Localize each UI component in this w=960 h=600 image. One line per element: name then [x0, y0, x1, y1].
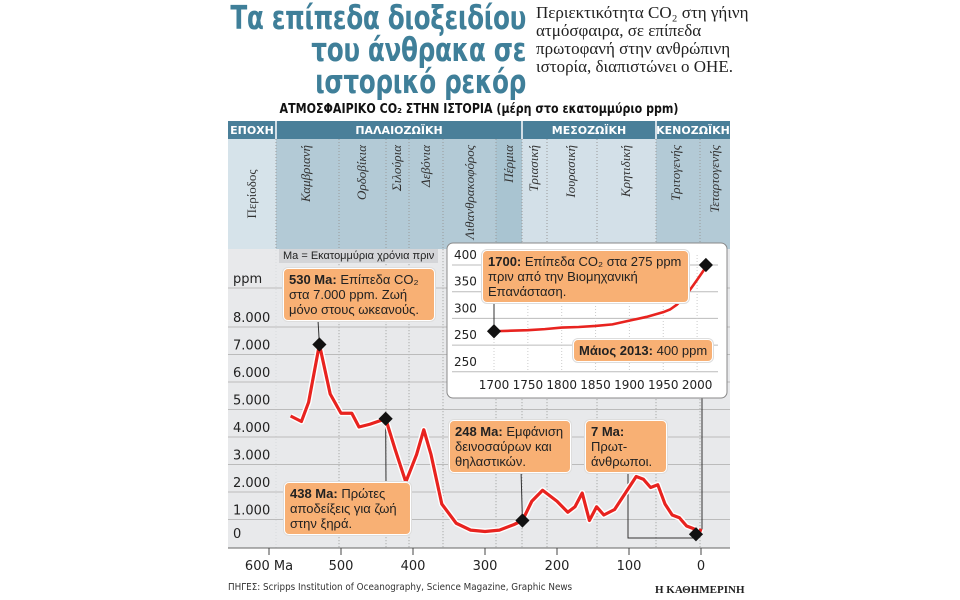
- period-name: Σιλούρια: [389, 144, 404, 192]
- period-name: Κρητιδική: [618, 145, 633, 198]
- leader-line: [520, 469, 523, 521]
- callout-530ma: 530 Ma: Επίπεδα CO₂ στα 7.000 ppm. Ζωή μ…: [283, 268, 435, 321]
- callout-text: Πρωτ-άνθρωποι.: [591, 439, 653, 469]
- annotation-marker: [312, 337, 327, 352]
- x-tick-label: 500: [329, 559, 354, 574]
- period-name: Τριασική: [526, 145, 541, 192]
- y-tick-label: 2.000: [233, 476, 270, 491]
- inset-y-tick-label: 350: [454, 275, 477, 289]
- callout-text: Επίπεδα CO₂ στα 7.000 ppm. Ζωή μόνο στου…: [289, 272, 419, 317]
- callout-bold: 248 Ma:: [455, 424, 503, 439]
- period-column: [443, 139, 496, 249]
- period-name: Καμβριανή: [298, 145, 313, 203]
- era-label: ΜΕΣΟΖΩΪΚΗ: [552, 123, 626, 137]
- inset-x-tick-label: 1850: [580, 378, 611, 392]
- inset-y-tick-label: 300: [454, 301, 477, 315]
- period-header-cell: [228, 139, 276, 249]
- period-column: [386, 139, 409, 249]
- period-column: [409, 139, 443, 249]
- era-header-bar: [228, 121, 730, 139]
- period-name: Τεταρτογενής: [707, 144, 722, 213]
- era-label: ΕΠΟΧΗ: [230, 124, 274, 137]
- period-name: Ορδοβίκια: [354, 144, 369, 200]
- callout-text: Επίπεδα CO₂ στα 275 ppm πριν από την Βιο…: [488, 254, 682, 299]
- callout-bold: 7 Ma:: [591, 424, 625, 439]
- inset-x-tick-label: 1950: [648, 378, 679, 392]
- era-label: ΚΕΝΟΖΩΪΚΗ: [656, 123, 730, 137]
- inset-y-tick-label: 250: [454, 355, 477, 369]
- period-column: [597, 139, 656, 249]
- sources: ΠΗΓΕΣ: Scripps Institution of Oceanograp…: [228, 582, 573, 593]
- inset-x-tick-label: 1800: [546, 378, 577, 392]
- x-tick-label: 0: [697, 559, 705, 574]
- inset-y-tick-label: 250: [454, 328, 477, 342]
- x-tick-label: 600 Ma: [245, 559, 293, 574]
- period-name: Δεβόνια: [418, 144, 433, 188]
- y-tick-label: 0: [233, 527, 241, 542]
- callout-bold: 530 Ma:: [289, 272, 337, 287]
- inset-x-tick-label: 1750: [513, 378, 544, 392]
- annotation-marker: [688, 527, 704, 542]
- period-column: [496, 139, 522, 249]
- callout-text: 400 ppm: [656, 343, 708, 358]
- callout-bold: 1700:: [488, 254, 522, 269]
- callout-text: Εμφάνιση δεινοσαύρων και θηλαστικών.: [455, 424, 564, 469]
- callout-text: Πρώτες αποδείξεις για ζωή στην ξηρά.: [290, 486, 397, 531]
- callout-7ma: 7 Ma: Πρωτ-άνθρωποι.: [585, 420, 667, 473]
- period-column: [700, 139, 730, 249]
- period-column: [656, 139, 700, 249]
- x-tick-label: 400: [401, 559, 426, 574]
- period-column: [339, 139, 386, 249]
- callout-bold: 438 Ma:: [290, 486, 338, 501]
- chart-title: ΑΤΜΟΣΦΑΙΡΙΚΟ CO₂ ΣΤΗΝ ΙΣΤΟΡΙΑ (μέρη στο …: [279, 102, 679, 117]
- annotation-marker: [486, 324, 502, 339]
- inset-x-tick-label: 1900: [614, 378, 645, 392]
- annotation-marker: [378, 411, 393, 426]
- x-tick-label: 200: [545, 559, 570, 574]
- callout-438ma: 438 Ma: Πρώτες αποδείξεις για ζωή στην ξ…: [284, 482, 411, 535]
- period-name: Λιθανθρακοφόρος: [462, 144, 477, 241]
- y-tick-label: 5.000: [233, 394, 270, 409]
- inset-x-tick-label: 2000: [682, 378, 713, 392]
- y-tick-label: 3.000: [233, 449, 270, 464]
- callout-2013: Μάιος 2013: 400 ppm: [573, 339, 714, 362]
- y-tick-label: 6.000: [233, 366, 270, 381]
- headline: Τα επίπεδα διοξειδίου του άνθρακα σε ιστ…: [230, 0, 526, 101]
- era-label: ΠΑΛΑΙΟΖΩΪΚΗ: [355, 123, 442, 137]
- callout-248ma: 248 Ma: Εμφάνιση δεινοσαύρων και θηλαστι…: [449, 420, 571, 473]
- y-tick-label: 1.000: [233, 504, 270, 519]
- period-name: Πέρμια: [501, 144, 516, 184]
- annotation-marker: [698, 257, 713, 273]
- subheadline: Περιεκτικότητα CO₂ στη γήινη ατμόσφαιρα,…: [536, 3, 749, 76]
- period-column: [522, 139, 547, 249]
- period-name: Ιουρασική: [563, 145, 578, 199]
- ma-note: Ma = Εκατομμύρια χρόνια πριν: [279, 249, 439, 263]
- x-tick-label: 300: [473, 559, 498, 574]
- inset-x-tick-label: 1700: [479, 378, 510, 392]
- callout-bold: Μάιος 2013:: [579, 343, 653, 358]
- period-column: [547, 139, 597, 249]
- period-column: [276, 139, 339, 249]
- y-tick-label: 7.000: [233, 339, 270, 354]
- callout-1700: 1700: Επίπεδα CO₂ στα 275 ppm πριν από τ…: [482, 250, 689, 303]
- period-label: Περίοδος: [244, 169, 259, 219]
- y-tick-label: 8.000: [233, 311, 270, 326]
- annotation-marker: [515, 513, 530, 528]
- y-tick-label: 4.000: [233, 421, 270, 436]
- x-tick-label: 100: [617, 559, 642, 574]
- inset-y-tick-label: 400: [454, 248, 477, 262]
- publisher-logo: Η ΚΑΘΗΜΕΡΙΝΗ: [655, 584, 745, 596]
- period-name: Τριτογενής: [668, 144, 683, 201]
- y-axis-label: ppm: [233, 272, 262, 287]
